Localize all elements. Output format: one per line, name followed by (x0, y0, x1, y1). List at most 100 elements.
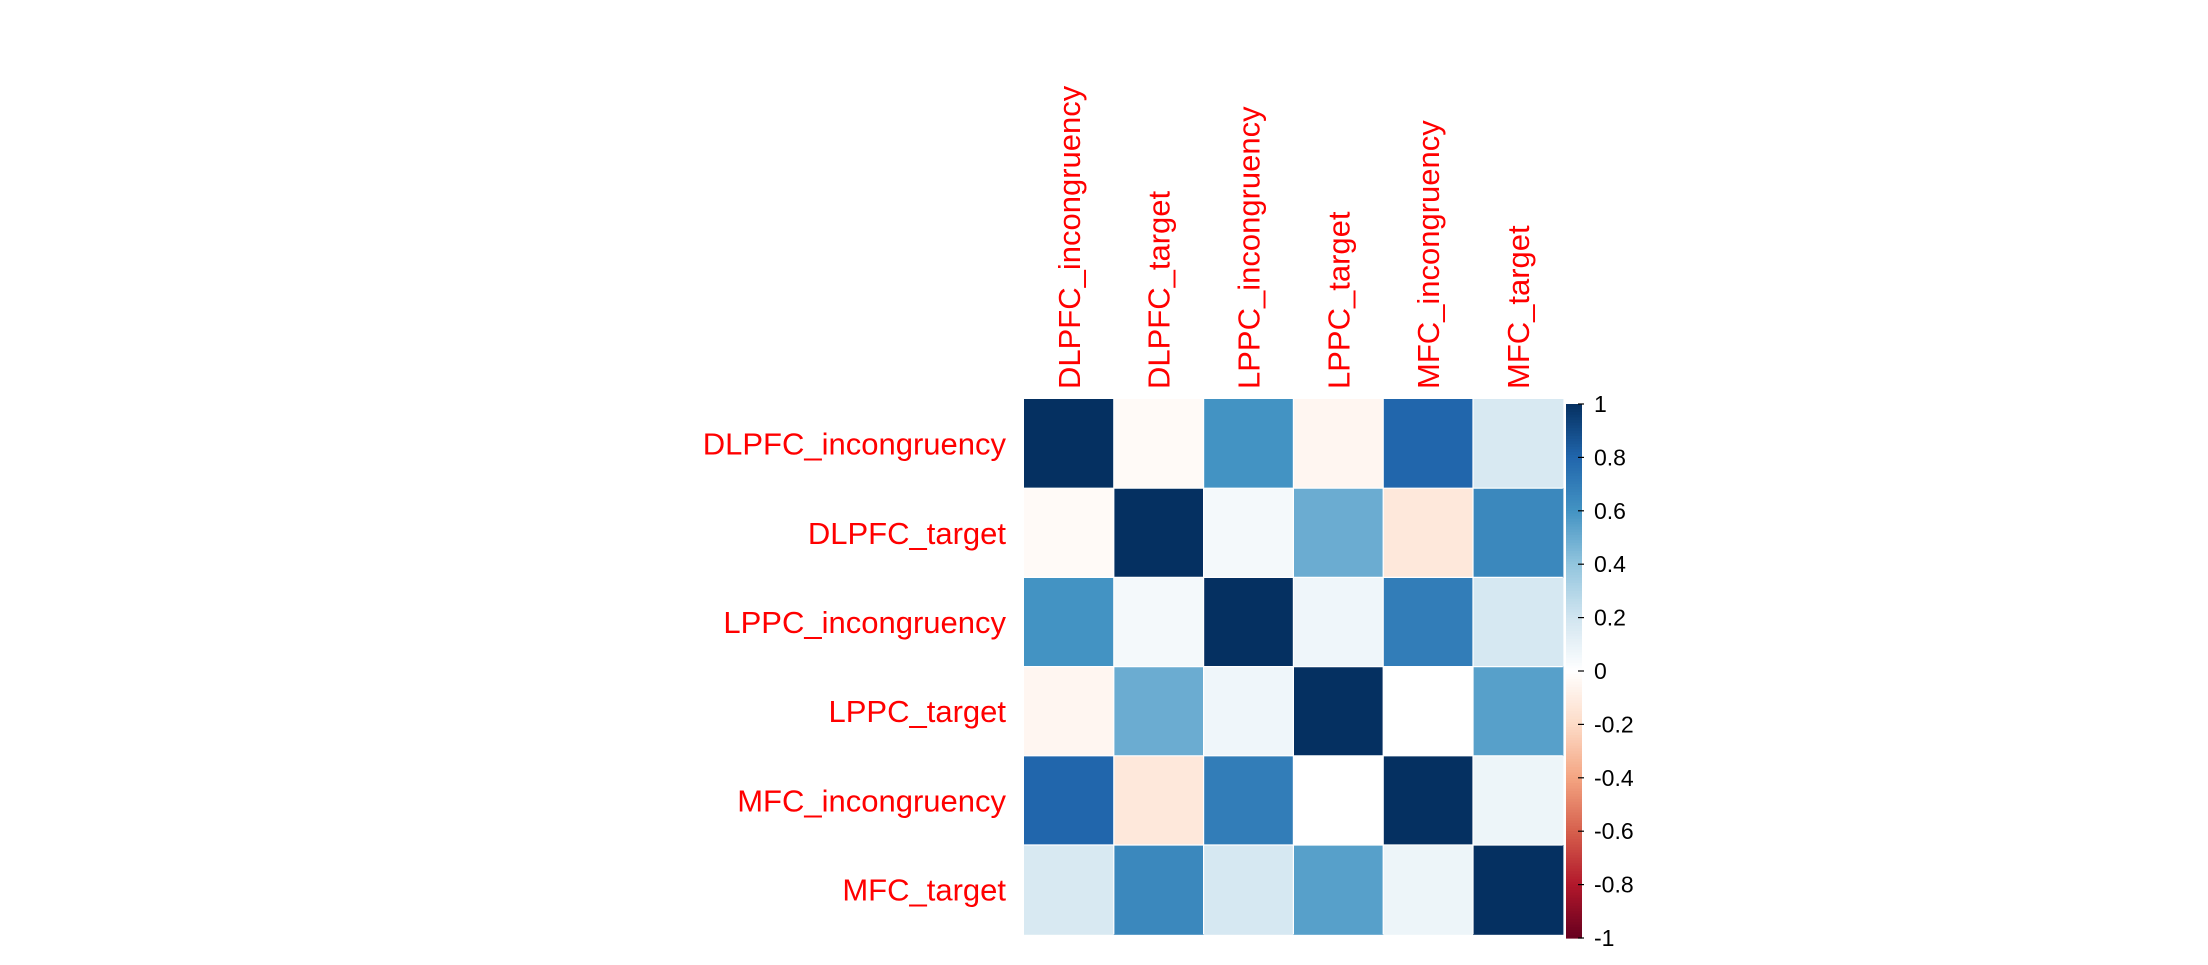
colorbar-segment (1566, 505, 1582, 509)
colorbar-segment (1566, 935, 1582, 939)
colorbar-segment (1566, 601, 1582, 605)
colorbar-tick-label: -1 (1594, 925, 1614, 951)
colorbar-segment (1566, 788, 1582, 792)
colorbar-segment (1566, 422, 1582, 426)
colorbar-segment (1566, 908, 1582, 912)
colorbar-segment (1566, 641, 1582, 645)
colorbar-segment (1566, 732, 1582, 736)
colorbar-segment (1566, 622, 1582, 627)
heatmap-cell-DLPFC_target-LPPC_target (1293, 488, 1384, 578)
heatmap-cell-DLPFC_incongruency-DLPFC_target (1113, 399, 1205, 489)
colorbar-segment (1566, 703, 1582, 707)
colorbar-segment (1566, 780, 1582, 784)
colorbar-segment (1566, 577, 1582, 581)
heatmap-cell-MFC_target-MFC_target (1473, 845, 1564, 935)
colorbar-segment (1566, 887, 1582, 891)
heatmap-cell-MFC_incongruency-LPPC_incongruency (1203, 755, 1294, 846)
heatmap-cell-MFC_target-LPPC_target (1293, 845, 1384, 935)
heatmap-cell-LPPC_incongruency-DLPFC_incongruency (1024, 577, 1115, 668)
colorbar-segment (1566, 532, 1582, 536)
colorbar-segment (1566, 406, 1582, 410)
colorbar-segment (1566, 903, 1582, 907)
colorbar-segment (1566, 430, 1582, 434)
colorbar-segment (1566, 921, 1582, 926)
colorbar-segment (1566, 705, 1582, 709)
colorbar-segment (1566, 817, 1582, 822)
colorbar-segment (1566, 839, 1582, 843)
colorbar-segment (1566, 796, 1582, 800)
heatmap-cell-LPPC_incongruency-LPPC_target (1293, 577, 1384, 668)
colorbar-segment (1566, 793, 1582, 798)
colorbar-segment (1566, 446, 1582, 450)
colorbar-segment (1566, 873, 1582, 878)
colorbar-segment (1566, 900, 1582, 904)
colorbar-segment (1566, 724, 1582, 728)
colorbar-segment (1566, 916, 1582, 920)
row-label-DLPFC_incongruency: DLPFC_incongruency (703, 427, 1007, 462)
colorbar-segment (1566, 833, 1582, 838)
colorbar-segment (1566, 927, 1582, 931)
colorbar-segment (1566, 884, 1582, 888)
colorbar-segment (1566, 545, 1582, 549)
colorbar-segment (1566, 929, 1582, 934)
colorbar-segment (1566, 556, 1582, 560)
colorbar-segment (1566, 409, 1582, 413)
column-label-DLPFC_target: DLPFC_target (1142, 190, 1177, 389)
heatmap-cell-DLPFC_target-MFC_target (1473, 488, 1564, 578)
colorbar-segment (1566, 414, 1582, 418)
colorbar-segment (1566, 855, 1582, 859)
heatmap-cell-DLPFC_incongruency-MFC_target (1473, 399, 1564, 489)
row-label-MFC_target: MFC_target (842, 873, 1006, 908)
colorbar-segment (1566, 911, 1582, 915)
colorbar-segment (1566, 769, 1582, 774)
colorbar-segment (1566, 913, 1582, 918)
row-labels: DLPFC_incongruency DLPFC_target LPPC_incon… (703, 427, 1007, 908)
colorbar-segment (1566, 673, 1582, 677)
colorbar-segment (1566, 436, 1582, 440)
colorbar-segment (1566, 777, 1582, 782)
colorbar-segment (1566, 892, 1582, 896)
colorbar-segment (1566, 825, 1582, 830)
colorbar-segment (1566, 542, 1582, 547)
heatmap-cell-DLPFC_target-DLPFC_incongruency (1024, 488, 1115, 578)
colorbar-segment (1566, 801, 1582, 806)
heatmap-cell-DLPFC_target-MFC_incongruency (1383, 488, 1474, 578)
colorbar-segment (1566, 428, 1582, 432)
colorbar-segment (1566, 804, 1582, 808)
colorbar-segment (1566, 844, 1582, 848)
colorbar-segment (1566, 815, 1582, 819)
colorbar-segment (1566, 521, 1582, 525)
colorbar-segment (1566, 452, 1582, 456)
colorbar-segment (1566, 764, 1582, 768)
colorbar-segment (1566, 508, 1582, 512)
colorbar-segment (1566, 919, 1582, 923)
colorbar-segment (1566, 748, 1582, 752)
colorbar-segment (1566, 679, 1582, 683)
colorbar-segment (1566, 596, 1582, 600)
heatmap-cell-MFC_incongruency-LPPC_target (1293, 755, 1384, 846)
heatmap-cell-LPPC_incongruency-MFC_target (1473, 577, 1564, 668)
colorbar-segment (1566, 638, 1582, 643)
colorbar-segment (1566, 700, 1582, 704)
colorbar-segment (1566, 465, 1582, 469)
colorbar-segment (1566, 612, 1582, 616)
colorbar-segment (1566, 849, 1582, 854)
colorbar-segment (1566, 881, 1582, 886)
colorbar-tick-label: -0.6 (1594, 818, 1634, 844)
colorbar-segment (1566, 550, 1582, 555)
row-label-LPPC_target: LPPC_target (829, 694, 1007, 729)
heatmap-cell-DLPFC_incongruency-MFC_incongruency (1383, 399, 1474, 489)
colorbar-segment (1566, 809, 1582, 814)
colorbar-segment (1566, 460, 1582, 464)
colorbar-segment (1566, 697, 1582, 701)
colorbar-segment (1566, 719, 1582, 723)
heatmap-cell-LPPC_target-LPPC_target (1293, 666, 1384, 757)
colorbar-segment (1566, 484, 1582, 488)
heatmap-cell-MFC_target-MFC_incongruency (1383, 845, 1474, 935)
colorbar-segment (1566, 417, 1582, 421)
colorbar-segment (1566, 486, 1582, 491)
colorbar-segment (1566, 759, 1582, 763)
colorbar-segment (1566, 895, 1582, 899)
colorbar-tick-label: 0.8 (1594, 444, 1626, 470)
heatmap-cell-LPPC_incongruency-DLPFC_target (1113, 577, 1205, 668)
